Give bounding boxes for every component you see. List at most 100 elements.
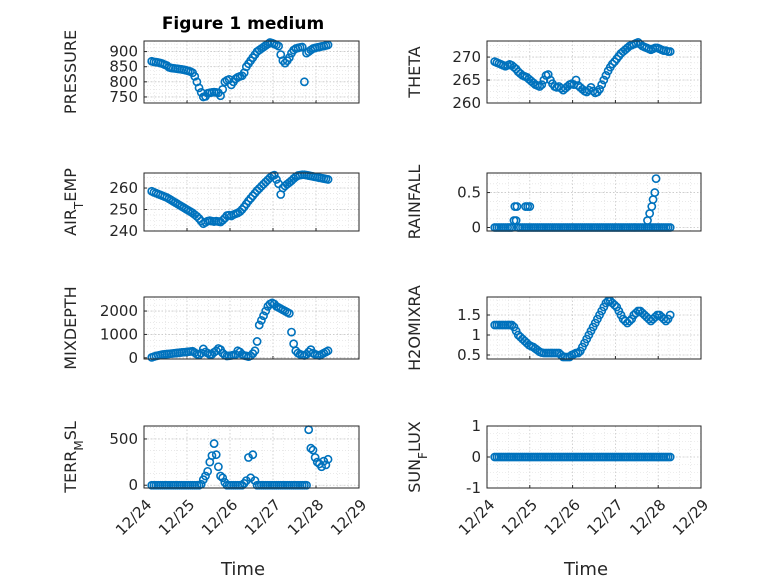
x-tick-label: 12/28	[284, 496, 327, 539]
y-tick-label: 2000	[100, 302, 138, 320]
data-point	[665, 47, 675, 56]
x-tick-label: 12/25	[498, 496, 541, 539]
data-point	[537, 80, 547, 90]
data-point	[608, 59, 617, 69]
data-point	[218, 473, 228, 483]
data-point	[201, 471, 210, 481]
y-tick-label: 0	[471, 448, 481, 466]
data-point	[299, 77, 309, 87]
data-point	[269, 170, 279, 180]
x-tick-label: 12/25	[155, 496, 198, 539]
axes-box	[486, 172, 702, 232]
figure-title: Figure 1 medium	[162, 14, 324, 34]
data-point	[306, 443, 316, 453]
x-tick-label: 12/24	[455, 496, 498, 539]
data-point	[651, 174, 661, 183]
y-tick-label: 0.5	[457, 184, 481, 202]
y-tick-label: 250	[109, 201, 138, 219]
y-tick-label: 1.5	[457, 306, 481, 324]
axes-box	[486, 425, 702, 489]
data-point	[665, 452, 675, 462]
data-point	[209, 439, 219, 448]
subplot-mixdepth: 0 1000 2000 MIXDEPTH	[61, 286, 360, 370]
data-point	[192, 211, 202, 221]
data-point	[323, 454, 333, 464]
y-axis-label: PRESSURE	[61, 30, 80, 114]
data-point	[648, 195, 658, 204]
data-point	[525, 202, 535, 211]
data-markers	[147, 170, 333, 229]
data-point	[213, 462, 223, 472]
axes-box	[486, 40, 702, 104]
data-point	[543, 70, 553, 79]
y-tick-label: 0	[471, 219, 481, 237]
data-point	[250, 476, 260, 485]
data-point	[280, 58, 290, 68]
x-tick-label: 12/27	[241, 496, 284, 539]
y-tick-label: 900	[109, 43, 138, 61]
data-point	[507, 320, 517, 330]
y-tick-label: -1	[466, 479, 481, 497]
data-point	[259, 311, 268, 321]
y-axis-label: MIXDEPTH	[61, 286, 80, 369]
data-point	[317, 462, 326, 472]
axes-box	[486, 296, 702, 360]
data-point	[211, 450, 221, 460]
y-tick-label: 260	[109, 179, 138, 197]
data-point	[601, 71, 611, 80]
data-point	[194, 83, 204, 93]
data-point	[665, 310, 675, 320]
data-point	[261, 306, 271, 316]
y-tick-label: 265	[452, 71, 481, 89]
y-axis-label: AIRTEMP	[61, 168, 86, 236]
subplot-air-temp: 240 250 260 AIRTEMP	[61, 168, 360, 240]
y-tick-label: 750	[109, 88, 138, 106]
data-point	[218, 215, 228, 225]
data-point	[661, 316, 671, 326]
x-axis-label-right: Time	[563, 559, 608, 580]
y-tick-label: 1000	[100, 325, 138, 343]
subplot-h2omixra: 0.5 1 1.5 H2OMIXRA	[405, 285, 702, 371]
axes-box	[143, 296, 360, 360]
data-point	[323, 175, 333, 184]
y-tick-label: 1	[471, 417, 481, 435]
y-tick-label: 0	[128, 476, 138, 494]
y-axis-label: TERRMSL	[61, 421, 86, 494]
y-tick-label: 850	[109, 58, 138, 76]
y-axis-label: RAINFALL	[405, 165, 424, 240]
data-point	[297, 42, 307, 52]
data-markers	[490, 296, 675, 362]
subplot-theta: 260 265 270 THETA	[405, 37, 702, 112]
data-point	[237, 480, 247, 490]
data-point	[248, 450, 258, 460]
y-axis-label: H2OMIXRA	[405, 285, 424, 371]
data-point	[599, 75, 609, 85]
data-point	[321, 460, 331, 470]
subplot-terr-msl: 0 500 TERRMSL 12/24 12/25 12/26 12/27 12/28 12/2…	[61, 421, 370, 539]
x-tick-label: 12/29	[669, 496, 712, 539]
x-tick-label: 12/27	[583, 496, 626, 539]
data-point	[573, 348, 583, 358]
data-point	[302, 480, 311, 490]
axes-box	[143, 40, 360, 104]
data-point	[256, 315, 266, 325]
x-tick-label: 12/26	[198, 496, 241, 539]
data-point	[323, 346, 333, 356]
data-point	[250, 346, 260, 356]
y-tick-label: 0.5	[457, 346, 481, 364]
data-point	[284, 308, 294, 318]
subplot-rainfall: 0 0.5 RAINFALL	[405, 165, 702, 240]
data-point	[610, 300, 619, 310]
y-tick-label: 500	[109, 430, 138, 448]
data-point	[203, 466, 213, 476]
data-point	[272, 175, 281, 184]
data-point	[512, 202, 522, 211]
data-markers	[147, 38, 333, 102]
x-tick-label: 12/28	[626, 496, 669, 539]
data-markers	[147, 425, 333, 490]
axes-box	[143, 172, 360, 232]
y-tick-label: 270	[452, 48, 481, 66]
